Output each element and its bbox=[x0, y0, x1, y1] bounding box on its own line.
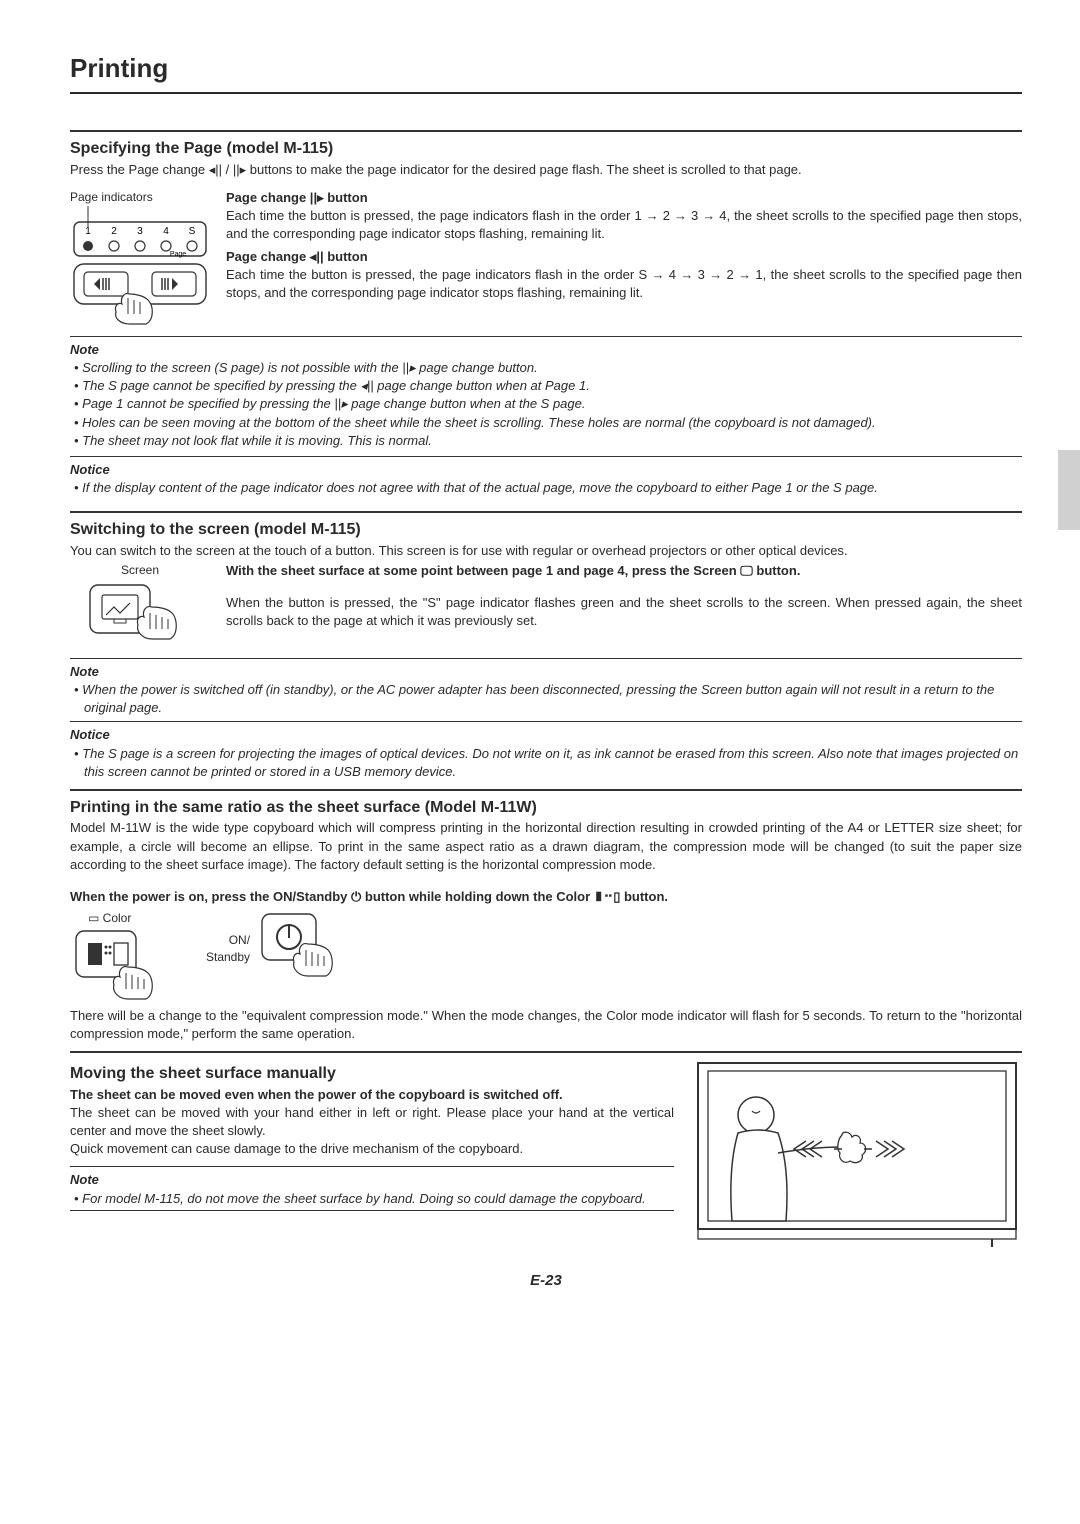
sec1-heading: Specifying the Page (model M-115) bbox=[70, 138, 1022, 160]
color-label: Color bbox=[103, 911, 132, 925]
sec3-body: Model M-11W is the wide type copyboard w… bbox=[70, 819, 1022, 874]
sec2-intro: You can switch to the screen at the touc… bbox=[70, 542, 1022, 560]
rule bbox=[70, 1210, 674, 1211]
sec3-heading: Printing in the same ratio as the sheet … bbox=[70, 797, 1022, 819]
fwd-text: Each time the button is pressed, the pag… bbox=[226, 207, 1022, 243]
rule bbox=[70, 511, 1022, 513]
note1-item: Holes can be seen moving at the bottom o… bbox=[74, 414, 1022, 432]
page-number: E-23 bbox=[70, 1270, 1022, 1291]
note3-list: For model M-115, do not move the sheet s… bbox=[70, 1190, 674, 1208]
back-title: Page change ◂|| button bbox=[226, 248, 1022, 266]
rule bbox=[70, 456, 1022, 457]
sec2-strong: With the sheet surface at some point bet… bbox=[226, 562, 1022, 580]
manual-move-diagram bbox=[692, 1057, 1022, 1252]
note1-item: The sheet may not look flat while it is … bbox=[74, 432, 1022, 450]
standby-label: ON/ Standby bbox=[206, 932, 250, 966]
back-text: Each time the button is pressed, the pag… bbox=[226, 266, 1022, 302]
notice2-list: The S page is a screen for projecting th… bbox=[70, 745, 1022, 781]
sec4-heading: Moving the sheet surface manually bbox=[70, 1063, 674, 1085]
notice2-label: Notice bbox=[70, 726, 1022, 744]
notice1-label: Notice bbox=[70, 461, 1022, 479]
sec4-p1: The sheet can be moved with your hand ei… bbox=[70, 1104, 674, 1140]
note1-list: Scrolling to the screen (S page) is not … bbox=[70, 359, 1022, 450]
ind-label-4: 4 bbox=[163, 226, 169, 237]
ind-label-1: 1 bbox=[85, 226, 91, 237]
notice1-list: If the display content of the page indic… bbox=[70, 479, 1022, 497]
notice2-item: The S page is a screen for projecting th… bbox=[74, 745, 1022, 781]
sec3-after: There will be a change to the "equivalen… bbox=[70, 1007, 1022, 1043]
note1-item: Scrolling to the screen (S page) is not … bbox=[74, 359, 1022, 377]
screen-button-diagram: Screen bbox=[70, 562, 210, 654]
side-tab bbox=[1058, 450, 1080, 530]
screen-label: Screen bbox=[70, 562, 210, 579]
sec4-p2: Quick movement can cause damage to the d… bbox=[70, 1140, 674, 1158]
sec3-strong: When the power is on, press the ON/Stand… bbox=[70, 888, 1022, 906]
page-title: Printing bbox=[70, 50, 1022, 94]
note2-label: Note bbox=[70, 663, 1022, 681]
ind-label-s: S bbox=[189, 226, 196, 237]
note1-item: Page 1 cannot be specified by pressing t… bbox=[74, 395, 1022, 413]
note1-label: Note bbox=[70, 341, 1022, 359]
page-indicators-label: Page indicators bbox=[70, 189, 210, 206]
fwd-title: Page change ||▸ button bbox=[226, 189, 1022, 207]
notice1-item: If the display content of the page indic… bbox=[74, 479, 1022, 497]
note3-item: For model M-115, do not move the sheet s… bbox=[74, 1190, 674, 1208]
page-indicator-diagram: Page indicators 1 2 3 4 S Page bbox=[70, 189, 210, 326]
note2-list: When the power is switched off (in stand… bbox=[70, 681, 1022, 717]
rule bbox=[70, 721, 1022, 722]
rule bbox=[70, 336, 1022, 337]
ind-label-3: 3 bbox=[137, 226, 143, 237]
sec4-sub: The sheet can be moved even when the pow… bbox=[70, 1086, 674, 1104]
note2-item: When the power is switched off (in stand… bbox=[74, 681, 1022, 717]
rule bbox=[70, 1051, 1022, 1053]
rule bbox=[70, 130, 1022, 132]
ind-label-2: 2 bbox=[111, 226, 117, 237]
rule bbox=[70, 1166, 674, 1167]
page-word: Page bbox=[170, 251, 186, 258]
color-button-diagram: ▭ Color bbox=[70, 910, 180, 1005]
sec1-intro: Press the Page change ◂|| / ||▸ buttons … bbox=[70, 161, 1022, 179]
rule bbox=[70, 658, 1022, 659]
sec2-heading: Switching to the screen (model M-115) bbox=[70, 519, 1022, 541]
standby-button-diagram: ON/ Standby bbox=[206, 910, 366, 988]
rule bbox=[70, 789, 1022, 791]
note1-item: The S page cannot be specified by pressi… bbox=[74, 377, 1022, 395]
sec2-body: When the button is pressed, the "S" page… bbox=[226, 594, 1022, 630]
note3-label: Note bbox=[70, 1171, 674, 1189]
